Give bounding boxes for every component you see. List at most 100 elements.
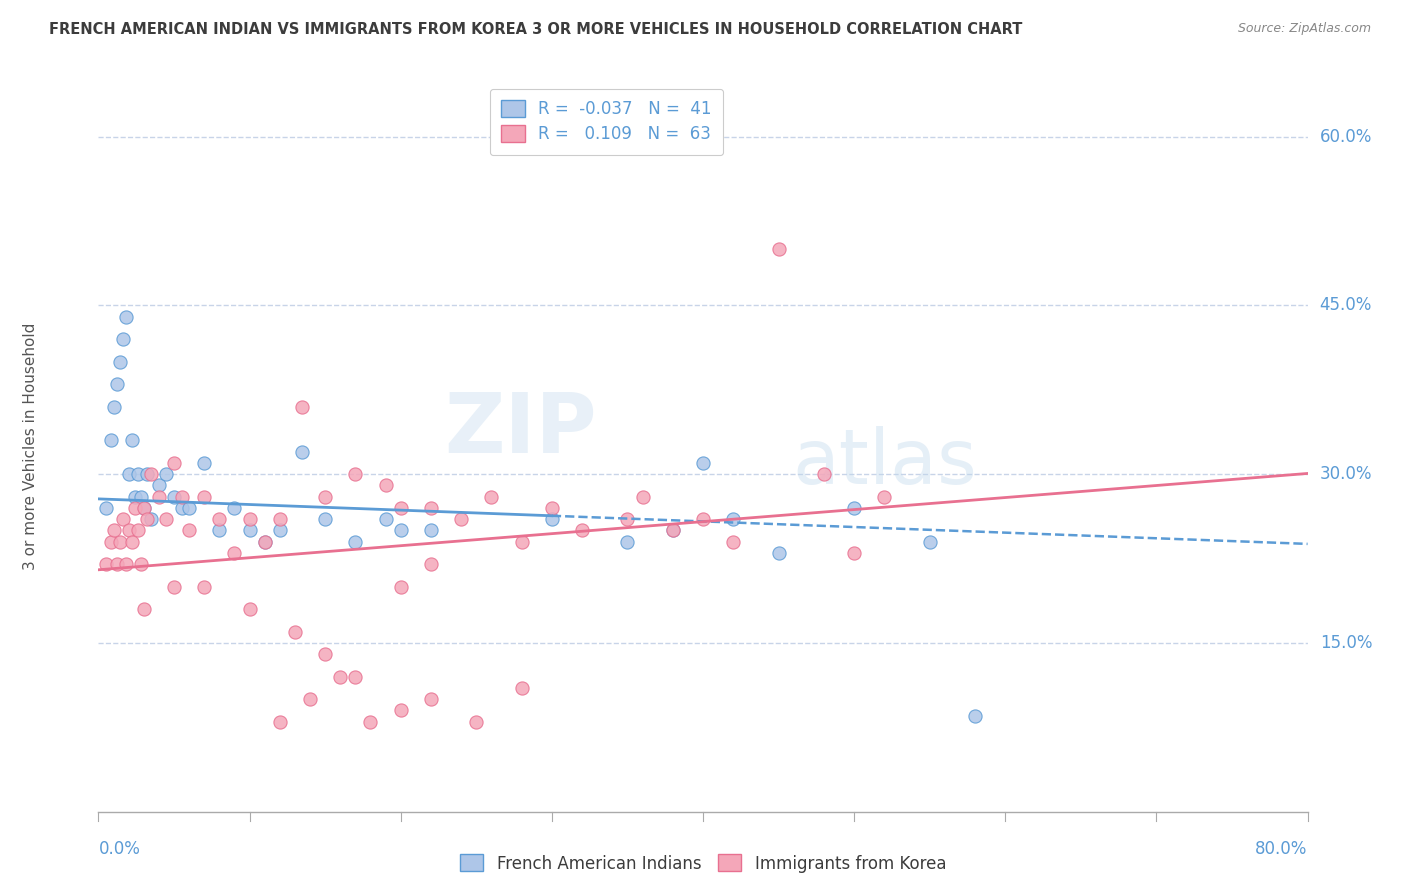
Point [344,467,367,482]
Point [374,478,396,492]
Point [844,500,866,515]
Point [179,524,201,538]
Point [510,681,533,695]
Point [141,467,163,482]
Point [193,456,215,470]
Point [723,512,745,526]
Point [873,490,896,504]
Legend: R =  -0.037   N =  41, R =   0.109   N =  63: R = -0.037 N = 41, R = 0.109 N = 63 [489,88,723,155]
Point [94,500,117,515]
Point [118,467,141,482]
Point [540,512,562,526]
Point [344,670,367,684]
Point [132,500,155,515]
Point [389,580,412,594]
Text: 60.0%: 60.0% [1320,128,1372,145]
Point [389,524,412,538]
Point [135,467,157,482]
Point [148,478,170,492]
Point [111,332,134,346]
Point [510,534,533,549]
Point [692,512,714,526]
Point [239,602,262,616]
Point [239,512,262,526]
Point [179,500,201,515]
Point [105,557,128,571]
Point [374,512,396,526]
Point [124,490,146,504]
Point [100,534,122,549]
Point [344,534,367,549]
Point [269,524,291,538]
Point [148,490,170,504]
Point [111,512,134,526]
Point [208,524,231,538]
Point [224,500,246,515]
Legend: French American Indians, Immigrants from Korea: French American Indians, Immigrants from… [453,847,953,880]
Point [135,512,157,526]
Point [108,354,131,368]
Point [616,534,638,549]
Point [540,500,562,515]
Text: 80.0%: 80.0% [1256,840,1308,858]
Point [239,524,262,538]
Point [844,546,866,560]
Point [141,512,163,526]
Point [114,310,136,324]
Point [155,467,177,482]
Point [360,714,382,729]
Point [163,456,186,470]
Point [768,242,790,256]
Point [118,524,141,538]
Point [481,490,503,504]
Point [450,512,472,526]
Point [132,500,155,515]
Point [420,524,443,538]
Point [420,500,443,515]
Point [100,434,122,448]
Point [661,524,683,538]
Point [132,602,155,616]
Point [208,512,231,526]
Point [163,580,186,594]
Point [314,512,336,526]
Point [291,400,314,414]
Point [616,512,638,526]
Point [768,546,790,560]
Point [105,377,128,392]
Text: Source: ZipAtlas.com: Source: ZipAtlas.com [1237,22,1371,36]
Point [465,714,488,729]
Point [127,524,149,538]
Point [299,692,322,706]
Point [253,534,276,549]
Point [723,534,745,549]
Point [389,500,412,515]
Point [329,670,352,684]
Point [918,534,941,549]
Point [94,557,117,571]
Point [124,500,146,515]
Point [269,512,291,526]
Point [291,444,314,458]
Point [420,557,443,571]
Point [193,490,215,504]
Point [170,500,193,515]
Point [114,557,136,571]
Point [571,524,593,538]
Text: 30.0%: 30.0% [1320,465,1372,483]
Text: atlas: atlas [792,425,977,500]
Point [692,456,714,470]
Point [314,490,336,504]
Point [224,546,246,560]
Point [420,692,443,706]
Point [103,400,125,414]
Point [163,490,186,504]
Text: FRENCH AMERICAN INDIAN VS IMMIGRANTS FROM KOREA 3 OR MORE VEHICLES IN HOUSEHOLD : FRENCH AMERICAN INDIAN VS IMMIGRANTS FRO… [49,22,1022,37]
Text: ZIP: ZIP [444,389,598,469]
Point [170,490,193,504]
Point [129,557,152,571]
Point [253,534,276,549]
Point [389,703,412,717]
Point [129,490,152,504]
Point [127,467,149,482]
